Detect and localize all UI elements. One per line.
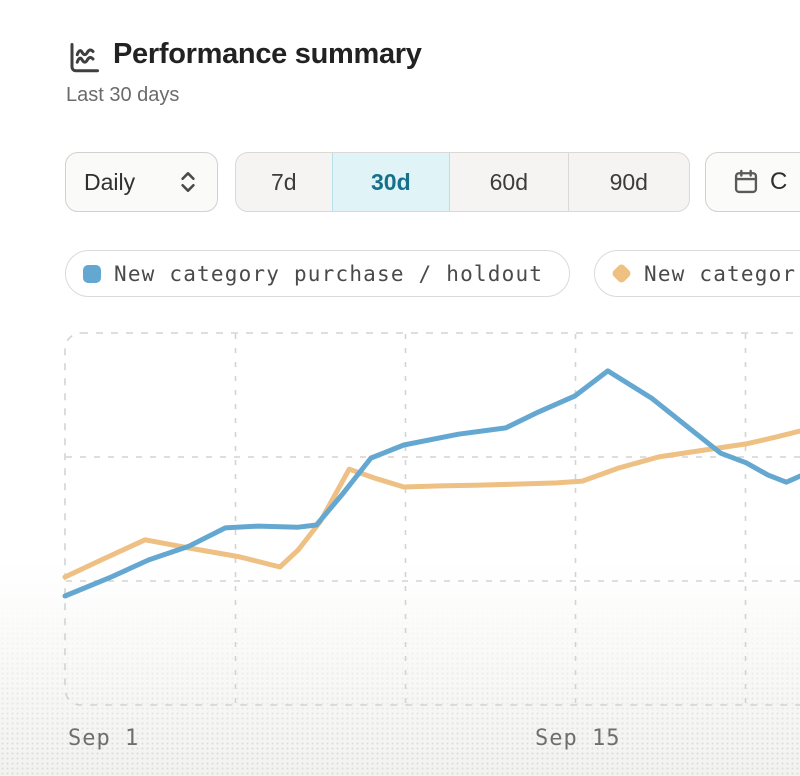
legend-label: New categor xyxy=(644,261,797,286)
chevrons-up-down-icon xyxy=(181,172,195,192)
legend-item-purchase[interactable]: New categor xyxy=(594,250,800,297)
series-line-orange xyxy=(62,428,800,580)
legend-item-holdout[interactable]: New category purchase / holdout xyxy=(65,250,570,297)
calendar-icon xyxy=(734,169,758,194)
custom-range-label: C xyxy=(770,168,788,195)
custom-range-button[interactable]: C xyxy=(705,152,800,212)
legend-swatch-square xyxy=(83,264,101,283)
legend-swatch-diamond xyxy=(610,262,633,285)
granularity-value: Daily xyxy=(84,168,136,195)
legend-label: New category purchase / holdout xyxy=(114,261,544,286)
x-axis-label-sep-15: Sep 15 xyxy=(535,726,621,751)
chart-grid xyxy=(64,332,800,706)
range-60d-button[interactable]: 60d xyxy=(449,153,567,211)
granularity-select[interactable]: Daily xyxy=(65,152,218,212)
series-line-blue xyxy=(62,368,800,599)
range-90d-button[interactable]: 90d xyxy=(567,153,689,211)
range-30d-button[interactable]: 30d xyxy=(331,153,450,211)
x-axis-label-sep-1: Sep 1 xyxy=(68,726,140,751)
chart-series xyxy=(62,368,800,599)
page-title: Performance summary xyxy=(113,38,422,70)
range-7d-button[interactable]: 7d xyxy=(270,168,297,195)
chart-line-icon xyxy=(70,43,99,73)
range-segmented-control: 7d 30d 60d 90d xyxy=(235,152,690,212)
date-range-subtitle: Last 30 days xyxy=(66,84,180,106)
